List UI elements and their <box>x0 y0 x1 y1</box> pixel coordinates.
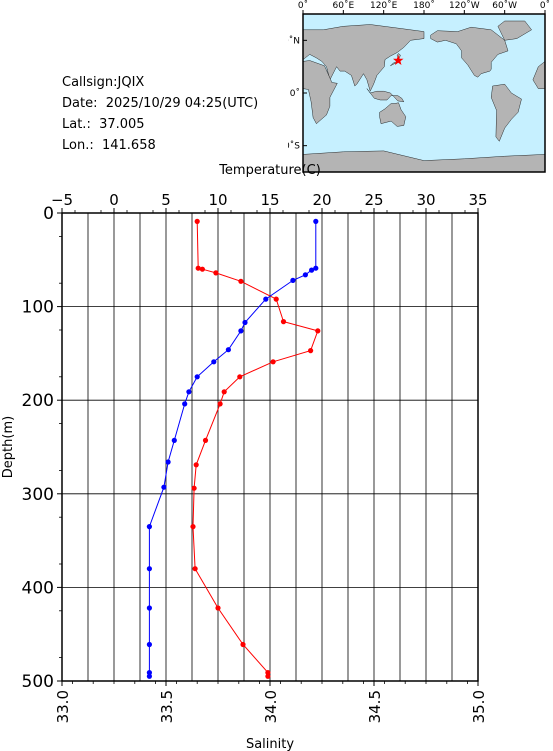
temperature-data-point <box>217 401 223 407</box>
salinity-tick-label: 35.0 <box>470 690 488 723</box>
salinity-data-point <box>313 218 319 224</box>
depth-tick-label: 400 <box>22 578 54 598</box>
map-lon-label: 60˚E <box>333 0 355 11</box>
depth-tick-label: 100 <box>22 298 54 318</box>
map-lon-label: 180˚ <box>413 0 435 11</box>
salinity-tick-label: 33.5 <box>158 690 176 723</box>
salinity-tick-label: 33.0 <box>54 690 72 723</box>
salinity-data-point <box>225 347 231 353</box>
temperature-data-point <box>240 641 246 648</box>
temperature-tick-label: 20 <box>312 191 331 209</box>
salinity-data-point <box>186 389 192 395</box>
salinity-data-point <box>146 524 152 530</box>
temperature-data-point <box>215 605 221 611</box>
land-south-america <box>490 83 522 142</box>
salinity-data-point <box>313 265 319 271</box>
salinity-data-point <box>171 437 177 443</box>
temperature-data-point <box>238 278 244 284</box>
map-lat-label: 60˚N <box>288 35 300 46</box>
depth-axis-label: Depth(m) <box>1 416 16 478</box>
salinity-data-point <box>146 641 152 648</box>
salinity-data-point <box>161 484 167 490</box>
date-label: Date: 2025/10/29 04:25(UTC) <box>62 96 259 111</box>
salinity-profile-line <box>148 221 317 677</box>
salinity-data-point <box>302 272 308 278</box>
salinity-data-point <box>211 359 217 365</box>
salinity-data-point <box>146 605 152 611</box>
salinity-data-point <box>290 277 296 283</box>
temperature-tick-label: 0 <box>109 191 119 209</box>
temperature-tick-label: 5 <box>161 191 171 209</box>
temperature-data-point <box>265 673 271 679</box>
salinity-tick-label: 34.0 <box>262 690 280 723</box>
land-australia <box>379 102 407 127</box>
temperature-data-point <box>195 265 201 271</box>
temperature-data-point <box>192 566 198 572</box>
temperature-data-point <box>265 670 271 676</box>
depth-tick-label: 300 <box>22 485 54 505</box>
salinity-data-point <box>146 670 152 676</box>
salinity-data-point <box>165 459 171 465</box>
temperature-data-point <box>194 218 200 224</box>
temperature-tick-label: −5 <box>51 191 73 209</box>
temperature-tick-label: 25 <box>364 191 383 209</box>
salinity-data-point <box>263 296 269 302</box>
temperature-tick-label: 30 <box>416 191 435 209</box>
salinity-data-point <box>182 401 188 407</box>
star-icon <box>393 55 404 65</box>
station-info: Callsign:JQIX Date: 2025/10/29 04:25(UTC… <box>62 72 258 156</box>
temperature-data-point <box>213 270 219 276</box>
temperature-profile-line <box>192 221 319 677</box>
salinity-data-point <box>309 267 315 273</box>
map-lon-label: 60˚W <box>492 0 517 11</box>
temperature-data-point <box>199 266 205 272</box>
map-lat-label: 60˚S <box>288 141 300 152</box>
temperature-axis-label: Temperature(C) <box>218 163 321 178</box>
depth-tick-label: 0 <box>43 204 54 224</box>
temperature-tick-label: 35 <box>468 191 487 209</box>
temperature-data-point <box>273 296 279 302</box>
temperature-data-point <box>308 348 314 354</box>
longitude-label: Lon.: 141.658 <box>62 138 156 153</box>
map-lon-label: 0˚ <box>298 0 308 11</box>
temperature-data-point <box>202 437 209 443</box>
temperature-data-point <box>221 389 227 395</box>
callsign-label: Callsign:JQIX <box>62 75 145 90</box>
latitude-label: Lat.: 37.005 <box>62 117 145 132</box>
temperature-data-point <box>193 462 199 468</box>
land-indonesia <box>366 88 405 103</box>
land-eurasia <box>302 24 425 92</box>
salinity-data-point <box>146 673 152 679</box>
salinity-tick-label: 34.5 <box>366 690 384 723</box>
salinity-data-point <box>242 319 248 326</box>
land-greenland <box>497 20 532 41</box>
temperature-data-point <box>280 319 287 325</box>
temperature-data-point <box>315 328 321 334</box>
map-lon-label: 0˚ <box>540 0 550 11</box>
salinity-data-point <box>194 374 200 380</box>
world-map: 0˚ 60˚E 120˚E 180˚ 120˚W 60˚W 0˚ 60˚N 0˚ 60˚S <box>277 0 550 173</box>
map-lon-label: 120˚W <box>449 0 480 11</box>
temperature-data-point <box>191 485 197 491</box>
temperature-data-point <box>190 524 196 530</box>
temperature-data-point <box>270 359 276 365</box>
salinity-data-point <box>146 566 152 572</box>
temperature-tick-label: 15 <box>260 191 279 209</box>
map-lon-label: 120˚E <box>370 0 398 11</box>
map-lat-label: 0˚ <box>290 88 300 99</box>
depth-tick-label: 200 <box>22 391 54 411</box>
temperature-data-point <box>237 374 243 380</box>
salinity-data-point <box>238 328 244 334</box>
salinity-axis-label: Salinity <box>246 737 294 751</box>
location-map: 0˚ 60˚E 120˚E 180˚ 120˚W 60˚W 0˚ 60˚N 0˚ 60˚S <box>277 0 553 180</box>
land-north-america <box>430 26 509 78</box>
land-africa <box>302 60 338 125</box>
temperature-tick-label: 10 <box>208 191 227 209</box>
depth-tick-label: 500 <box>22 672 54 692</box>
